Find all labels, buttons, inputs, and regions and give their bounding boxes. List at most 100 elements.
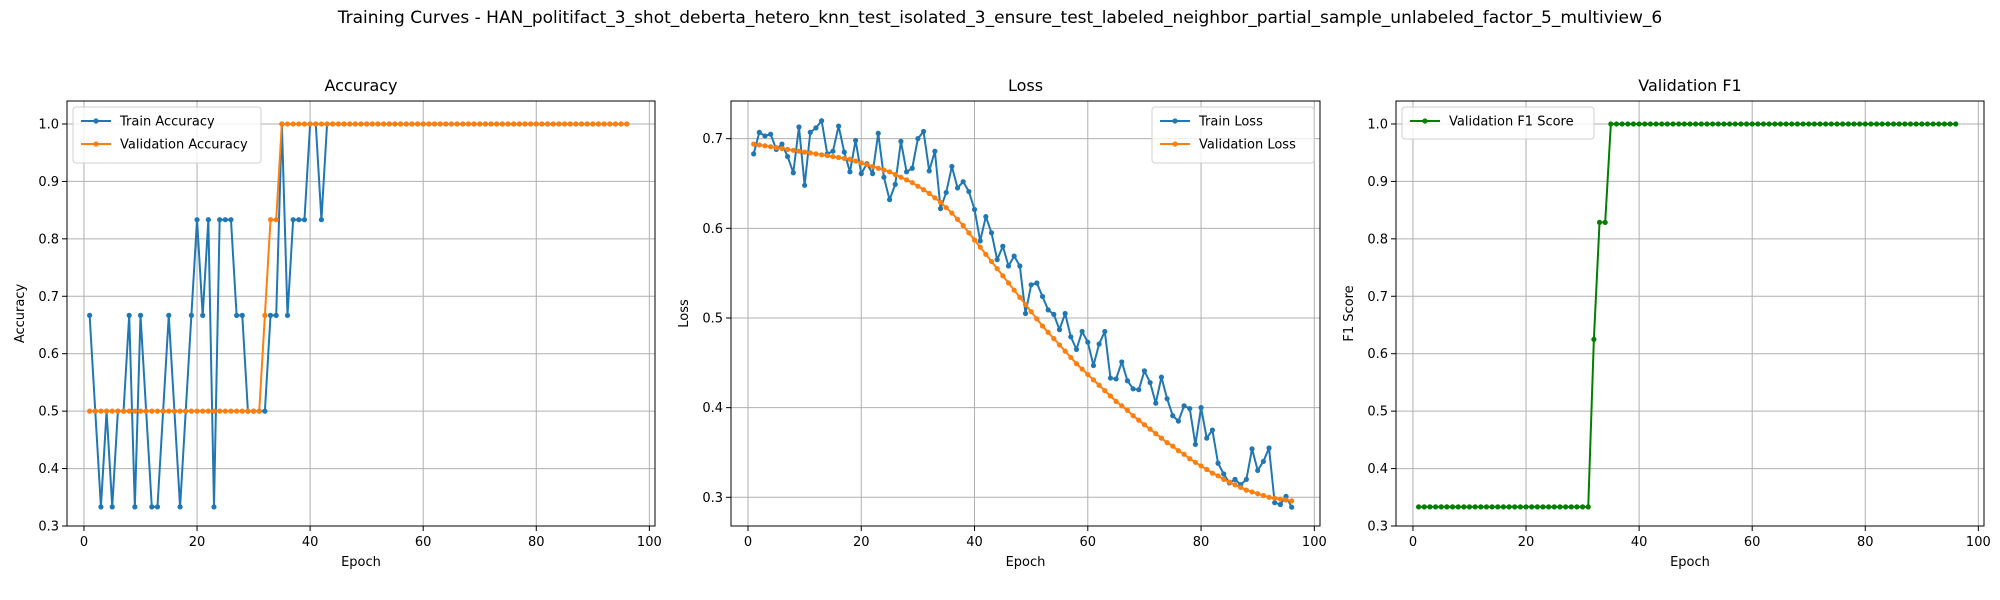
y-tick-label: 0.5	[702, 311, 723, 326]
x-tick-label: 60	[1744, 535, 1761, 550]
data-point	[994, 257, 1000, 263]
data-point	[853, 137, 859, 144]
data-point	[1512, 504, 1518, 510]
data-point	[590, 121, 596, 127]
data-point	[926, 168, 932, 174]
data-point	[245, 408, 251, 414]
data-point	[239, 408, 245, 414]
data-point	[1249, 489, 1255, 495]
data-point	[1585, 504, 1591, 510]
data-point	[120, 408, 127, 414]
data-point	[1175, 448, 1182, 454]
data-point	[1051, 311, 1057, 317]
data-point	[324, 121, 330, 127]
legend-swatch-marker	[93, 141, 99, 147]
data-point	[550, 121, 556, 127]
data-point	[392, 121, 398, 127]
data-point	[1085, 371, 1091, 378]
data-point	[561, 121, 568, 127]
data-point	[1119, 403, 1125, 409]
x-tick-label: 60	[415, 535, 432, 550]
data-point	[1721, 121, 1727, 127]
data-point	[1011, 253, 1017, 259]
data-point	[1647, 121, 1654, 127]
data-point	[869, 163, 876, 170]
x-tick-label: 0	[744, 535, 752, 550]
data-point	[1794, 121, 1801, 127]
data-point	[802, 149, 808, 155]
data-point	[1000, 243, 1006, 249]
data-point	[864, 162, 870, 168]
x-tick-label: 80	[1193, 535, 1210, 550]
data-point	[477, 121, 483, 127]
data-point	[1158, 435, 1165, 441]
data-point	[465, 121, 472, 127]
data-point	[584, 121, 590, 127]
data-point	[358, 121, 364, 127]
data-point	[988, 258, 995, 265]
data-point	[773, 145, 779, 151]
data-point	[87, 312, 93, 318]
x-tick-label: 80	[1857, 535, 1874, 550]
data-point	[1862, 121, 1868, 127]
data-point	[624, 121, 630, 127]
x-tick-label: 0	[80, 535, 88, 550]
data-point	[830, 148, 836, 154]
data-point	[796, 148, 802, 154]
data-point	[1489, 504, 1495, 510]
data-point	[1653, 121, 1659, 127]
data-point	[909, 179, 915, 186]
legend-swatch-marker	[93, 118, 99, 124]
data-point	[960, 223, 966, 229]
data-point	[273, 312, 279, 318]
data-point	[239, 312, 245, 318]
chart-panel-2: 0 20 40 60 80 100 0.3 0.4 0.5 0.6 0.7 Loss Epoch Loss…	[677, 76, 1327, 570]
data-point	[318, 121, 325, 127]
x-tick-label: 40	[302, 535, 319, 550]
data-point	[1198, 405, 1204, 411]
data-point	[364, 121, 370, 127]
data-point	[1272, 495, 1278, 501]
data-point	[1147, 426, 1153, 432]
data-point	[98, 504, 104, 510]
data-point	[768, 144, 774, 150]
y-tick-label: 0.4	[702, 401, 723, 416]
data-point	[1416, 504, 1422, 510]
data-point	[1079, 328, 1085, 335]
data-point	[183, 408, 189, 414]
data-point	[1130, 413, 1136, 419]
data-point	[983, 214, 989, 220]
data-point	[177, 408, 183, 414]
y-tick-label: 0.7	[1367, 290, 1388, 305]
data-point	[194, 408, 200, 414]
data-point	[103, 408, 110, 414]
data-point	[516, 121, 522, 127]
data-point	[1147, 379, 1153, 386]
legend-box	[1401, 106, 1595, 140]
x-tick-label: 80	[528, 535, 545, 550]
data-point	[1209, 427, 1215, 433]
data-point	[853, 158, 859, 164]
data-point	[762, 133, 768, 139]
data-point	[1529, 504, 1535, 510]
data-point	[898, 174, 904, 180]
data-point	[1124, 378, 1131, 384]
y-axis-label: Loss	[677, 299, 692, 328]
data-point	[1941, 121, 1948, 127]
data-point	[420, 121, 426, 127]
data-point	[1102, 388, 1108, 394]
data-point	[1873, 121, 1880, 127]
data-point	[807, 150, 813, 156]
data-point	[1449, 504, 1456, 510]
data-point	[1130, 386, 1136, 392]
y-tick-label: 0.9	[1367, 175, 1388, 190]
data-point	[313, 121, 319, 127]
data-point	[284, 121, 291, 127]
y-tick-label: 0.3	[1367, 520, 1388, 535]
x-tick-label: 40	[1631, 535, 1648, 550]
data-point	[1028, 309, 1034, 315]
data-point	[1563, 504, 1569, 510]
data-point	[943, 189, 949, 196]
data-point	[1472, 504, 1478, 510]
